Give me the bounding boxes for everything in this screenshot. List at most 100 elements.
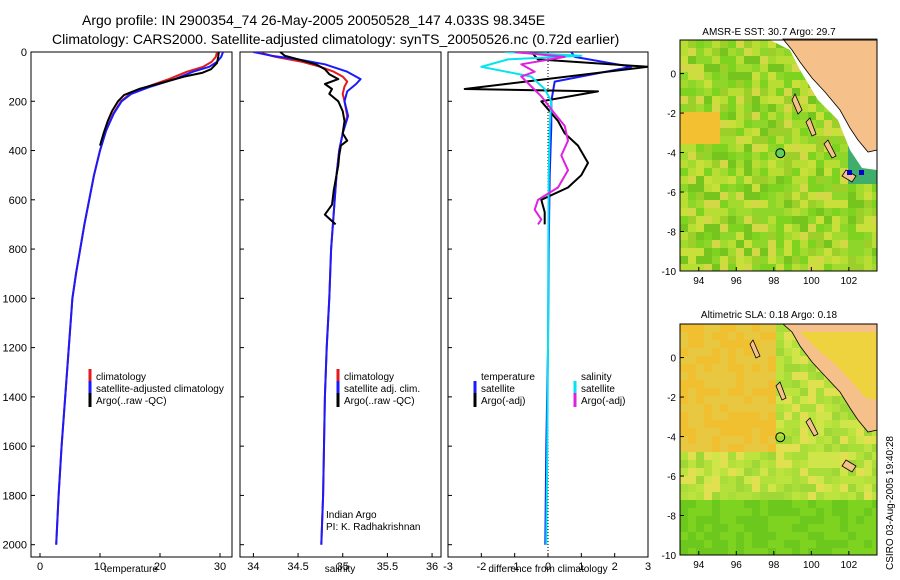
sst-grid-cell — [800, 256, 808, 264]
sla-grid-cell — [816, 380, 824, 388]
sla-grid-cell — [720, 452, 728, 460]
sst-grid-cell — [744, 56, 752, 64]
sst-grid-cell — [840, 248, 848, 256]
sla-grid-cell — [736, 492, 744, 500]
sla-grid-cell — [736, 420, 744, 428]
sla-grid-cell — [840, 484, 848, 492]
sla-grid-cell — [792, 372, 800, 380]
sst-grid-cell — [760, 232, 768, 240]
sla-grid-cell — [840, 516, 848, 524]
sla-grid-cell — [816, 500, 824, 508]
sla-map-title: Altimetric SLA: 0.18 Argo: 0.18 — [701, 310, 838, 321]
sst-grid-cell — [832, 176, 840, 184]
sst-grid-cell — [784, 256, 792, 264]
sla-grid-cell — [696, 532, 704, 540]
sla-grid-cell — [776, 524, 784, 532]
sst-grid-cell — [792, 240, 800, 248]
sla-grid-cell — [848, 436, 856, 444]
sla-grid-cell — [824, 420, 832, 428]
sst-grid-cell — [816, 144, 824, 152]
sla-grid-cell — [704, 492, 712, 500]
sla-grid-cell — [688, 356, 696, 364]
sla-grid-cell — [680, 476, 688, 484]
sst-grid-cell — [736, 80, 744, 88]
sst-grid-cell — [752, 56, 760, 64]
sst-grid-cell — [792, 216, 800, 224]
sla-grid-cell — [872, 436, 877, 444]
sst-grid-cell — [736, 184, 744, 192]
sst-grid-cell — [824, 176, 832, 184]
sla-grid-cell — [712, 388, 720, 396]
sst-grid-cell — [848, 248, 856, 256]
difference-tick-label: -1 — [510, 561, 520, 573]
sla-grid-cell — [824, 452, 832, 460]
sst-island-siberut — [823, 139, 837, 159]
sst-grid-cell — [760, 264, 768, 271]
sst-grid-cell — [784, 136, 792, 144]
sla-grid-cell — [744, 396, 752, 404]
sst-grid-cell — [704, 104, 712, 112]
sla-grid-cell — [736, 484, 744, 492]
sst-grid-cell — [808, 248, 816, 256]
sla-grid-cell — [800, 380, 808, 388]
sst-grid-cell — [720, 104, 728, 112]
sst-grid-cell — [808, 232, 816, 240]
sla-grid-cell — [752, 332, 760, 340]
sst-grid-cell — [800, 144, 808, 152]
sla-grid-cell — [712, 452, 720, 460]
sla-grid-cell — [840, 396, 848, 404]
sla-grid-cell — [680, 404, 688, 412]
sst-grid-cell — [704, 88, 712, 96]
sla-grid-cell — [776, 548, 784, 555]
sla-grid-cell — [712, 516, 720, 524]
sst-grid-cell — [824, 152, 832, 160]
sla-grid-cell — [744, 404, 752, 412]
sla-grid-cell — [816, 444, 824, 452]
sla-grid-cell — [864, 436, 872, 444]
sla-grid-cell — [800, 388, 808, 396]
sst-grid-cell — [736, 176, 744, 184]
sst-grid-cell — [712, 192, 720, 200]
sla-grid-cell — [720, 372, 728, 380]
sla-grid-cell — [696, 524, 704, 532]
sla-grid-cell — [680, 484, 688, 492]
sla-grid-cell — [760, 436, 768, 444]
sst-grid-cell — [800, 176, 808, 184]
sst-grid-cell — [680, 104, 688, 112]
sla-grid-cell — [768, 372, 776, 380]
sla-grid-cell — [712, 372, 720, 380]
sst-grid-cell — [792, 200, 800, 208]
sst-grid-cell — [840, 136, 848, 144]
sst-grid-cell — [680, 240, 688, 248]
sst-grid-cell — [728, 72, 736, 80]
sla-grid-cell — [776, 396, 784, 404]
sla-grid-cell — [808, 436, 816, 444]
sst-grid-cell — [776, 104, 784, 112]
sst-map-panel: AMSR-E SST: 30.7 Argo: 29.7 94 96 98 100 102… — [662, 27, 878, 287]
sst-grid-cell — [768, 104, 776, 112]
sst-grid-cell — [800, 104, 808, 112]
sst-grid-cell — [864, 216, 872, 224]
sla-grid-cell — [832, 460, 840, 468]
sla-grid-cell — [856, 508, 864, 516]
sla-grid-cell — [808, 492, 816, 500]
sst-grid-cell — [680, 64, 688, 72]
sst-grid-cell — [728, 80, 736, 88]
sst-grid-cell — [688, 144, 696, 152]
sst-grid-cell — [704, 248, 712, 256]
sst-grid-cell — [776, 96, 784, 104]
sst-grid-cell — [808, 96, 816, 104]
sla-grid-cell — [856, 500, 864, 508]
sst-grid-cell — [752, 176, 760, 184]
sla-grid-cell — [808, 532, 816, 540]
sst-grid-cell — [728, 184, 736, 192]
sla-grid-cell — [696, 420, 704, 428]
sst-grid-cell — [808, 176, 816, 184]
sla-grid-cell — [680, 444, 688, 452]
sla-grid-cell — [792, 484, 800, 492]
sla-grid-cell — [744, 516, 752, 524]
sla-grid-cell — [752, 540, 760, 548]
sla-grid-cell — [872, 444, 877, 452]
difference-tick-label: 2 — [612, 561, 618, 573]
sla-grid-cell — [816, 420, 824, 428]
